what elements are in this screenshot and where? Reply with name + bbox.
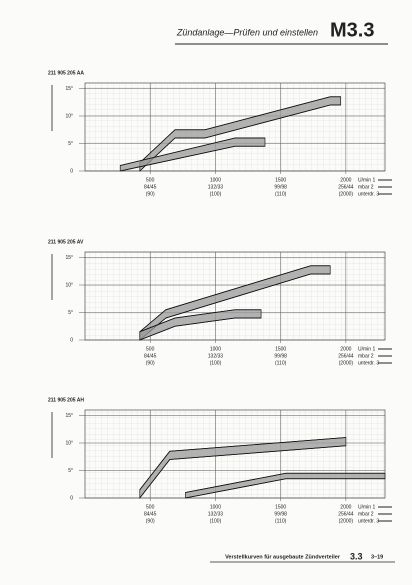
band-upper: [139, 309, 262, 333]
axis-legend: unterdr. 3: [358, 191, 379, 197]
x-tick-label: 84/45: [144, 353, 157, 359]
x-tick-label: 256/44: [338, 184, 354, 190]
y-tick-label: 10°: [65, 440, 73, 446]
y-tick-label: 10°: [65, 282, 73, 288]
band-upper: [139, 265, 331, 333]
x-tick-label: 132/33: [208, 353, 224, 359]
x-tick-label: (100): [210, 518, 222, 524]
band-lower: [139, 104, 341, 172]
footer-section: 3.3: [350, 551, 363, 561]
x-tick-label: 1500: [275, 177, 286, 183]
x-tick-label: (110): [275, 518, 287, 524]
x-tick-label: (2000): [339, 191, 354, 197]
y-tick-label: 15°: [65, 255, 73, 261]
chart-title: 211 905 205 AV: [48, 239, 84, 245]
x-tick-label: (100): [210, 191, 222, 197]
band-upper: [120, 137, 265, 166]
x-tick-label: (90): [146, 191, 155, 197]
x-tick-label: 2000: [340, 346, 351, 352]
y-tick-label: 0: [70, 168, 73, 174]
x-tick-label: 1000: [210, 346, 221, 352]
x-tick-label: 99/98: [274, 511, 287, 517]
x-tick-label: (90): [146, 360, 155, 366]
band-upper: [139, 96, 341, 164]
axis-legend: mbar 2: [358, 184, 374, 190]
footer-page: 3–19: [371, 554, 383, 560]
band-upper: [185, 472, 385, 493]
band-lower: [139, 445, 346, 499]
y-tick-label: 10°: [65, 113, 73, 119]
x-tick-label: 500: [146, 346, 155, 352]
band-lower: [120, 145, 265, 172]
y-tick-label: 5°: [68, 468, 73, 474]
x-tick-label: 1000: [210, 177, 221, 183]
x-tick-label: 99/98: [274, 353, 287, 359]
axis-legend: U/min 1: [358, 177, 375, 183]
y-tick-label: 0: [70, 495, 73, 501]
x-tick-label: 2000: [340, 504, 351, 510]
x-tick-label: 84/45: [144, 511, 157, 517]
axis-legend: unterdr. 3: [358, 518, 379, 524]
x-tick-label: 99/98: [274, 184, 287, 190]
axis-legend: mbar 2: [358, 511, 374, 517]
band-lower: [139, 317, 262, 341]
x-tick-label: 84/45: [144, 184, 157, 190]
axis-legend: mbar 2: [358, 353, 374, 359]
x-tick-label: 500: [146, 177, 155, 183]
axis-legend: U/min 1: [358, 504, 375, 510]
y-tick-label: 15°: [65, 86, 73, 92]
x-tick-label: 256/44: [338, 353, 354, 359]
x-tick-label: (2000): [339, 518, 354, 524]
header-section: M3.3: [330, 19, 374, 41]
x-tick-label: (110): [275, 191, 287, 197]
band-upper: [139, 437, 346, 490]
x-tick-label: 1500: [275, 504, 286, 510]
header-title: Zündanlage—Prüfen und einstellen: [176, 27, 318, 37]
x-tick-label: (100): [210, 360, 222, 366]
x-tick-label: (110): [275, 360, 287, 366]
x-tick-label: 256/44: [338, 511, 354, 517]
x-tick-label: 500: [146, 504, 155, 510]
y-tick-label: 5°: [68, 310, 73, 316]
x-tick-label: 2000: [340, 177, 351, 183]
x-tick-label: (2000): [339, 360, 354, 366]
chart-title: 211 905 205 AA: [48, 70, 84, 76]
y-tick-label: 5°: [68, 141, 73, 147]
x-tick-label: 1500: [275, 346, 286, 352]
footer-text: Verstellkurven für ausgebaute Zündvertei…: [225, 554, 341, 560]
x-tick-label: (90): [146, 518, 155, 524]
band-lower: [185, 478, 385, 499]
axis-legend: unterdr. 3: [358, 360, 379, 366]
x-tick-label: 132/33: [208, 184, 224, 190]
y-tick-label: 15°: [65, 413, 73, 419]
y-tick-label: 0: [70, 337, 73, 343]
x-tick-label: 1000: [210, 504, 221, 510]
chart-title: 211 905 205 AH: [48, 397, 84, 403]
x-tick-label: 132/33: [208, 511, 224, 517]
axis-legend: U/min 1: [358, 346, 375, 352]
